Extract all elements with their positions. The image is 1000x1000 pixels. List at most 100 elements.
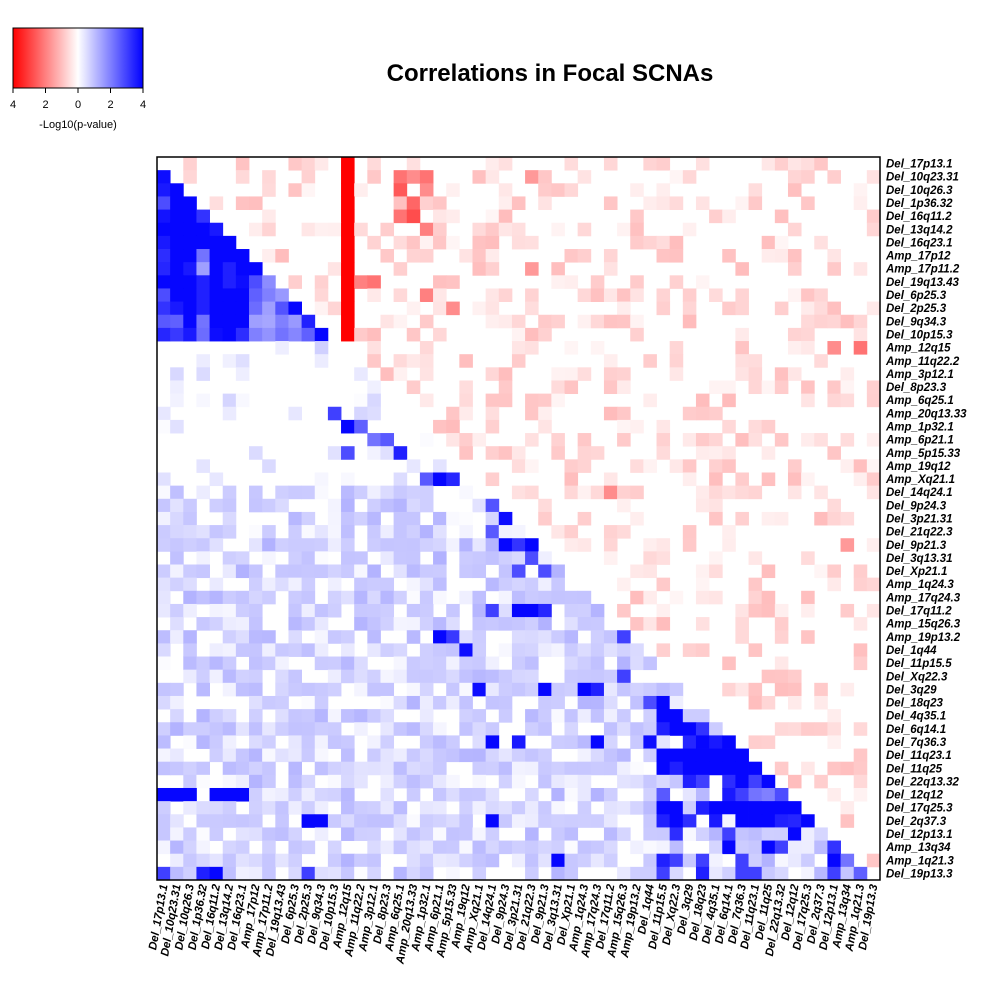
heatmap-cell [709, 406, 723, 421]
heatmap-cell [748, 183, 763, 197]
heatmap-cell [275, 249, 289, 263]
heatmap-cell [354, 406, 368, 421]
row-label: Amp_6p21.1 [885, 435, 954, 447]
heatmap-cell [262, 840, 276, 855]
heatmap-cell [656, 157, 671, 171]
heatmap-cell [301, 577, 316, 592]
heatmap-cell [327, 866, 342, 881]
heatmap-cell [551, 761, 565, 776]
heatmap-cell [827, 498, 841, 513]
heatmap-cell [551, 367, 565, 381]
heatmap-cell [617, 380, 631, 395]
heatmap-cell [314, 722, 329, 736]
heatmap-cell [787, 722, 802, 736]
heatmap-cell [643, 827, 657, 841]
heatmap-cell [853, 314, 868, 329]
heatmap-cell [327, 262, 342, 276]
heatmap-cell [288, 722, 302, 736]
heatmap-cell [196, 722, 210, 736]
heatmap-cell [235, 814, 250, 828]
heatmap-cell [367, 354, 381, 368]
heatmap-cell [472, 498, 487, 513]
heatmap-cell [814, 682, 828, 697]
heatmap-cell [209, 538, 224, 552]
heatmap-cell [866, 222, 881, 237]
heatmap-cell [380, 643, 395, 657]
heatmap-cell [617, 722, 631, 736]
heatmap-cell [551, 525, 565, 539]
heatmap-cell [419, 472, 434, 487]
heatmap-cell [617, 288, 631, 302]
heatmap-cell [709, 433, 723, 447]
heatmap-cell [656, 774, 671, 789]
heatmap-cell [406, 511, 421, 526]
heatmap-cell [814, 827, 828, 841]
heatmap-cell [669, 196, 684, 210]
heatmap-cell [525, 682, 539, 697]
heatmap-cell [551, 709, 565, 723]
heatmap-cell [341, 774, 355, 789]
heatmap-cell [538, 761, 552, 776]
heatmap-cell [511, 853, 526, 868]
heatmap-cell [538, 419, 552, 434]
heatmap-cell [354, 761, 368, 776]
heatmap-cell [590, 814, 605, 828]
heatmap-cell [380, 314, 395, 329]
heatmap-cell [498, 314, 513, 329]
heatmap-cell [722, 419, 736, 434]
heatmap-cell [433, 472, 447, 487]
heatmap-cell [485, 840, 500, 855]
heatmap-cell [446, 603, 460, 618]
heatmap-cell [538, 564, 552, 579]
heatmap-cell [314, 643, 329, 657]
heatmap-cell [249, 196, 263, 210]
heatmap-cell [354, 853, 368, 868]
heatmap-cell [472, 761, 487, 776]
heatmap-cell [235, 275, 250, 289]
heatmap-cell [249, 709, 263, 723]
heatmap-cell [393, 564, 408, 579]
row-label: Del_8p23.3 [886, 382, 947, 394]
heatmap-cell [774, 682, 789, 697]
row-label: Amp_5p15.33 [885, 448, 961, 460]
heatmap-cell [774, 630, 789, 644]
heatmap-cell [603, 367, 618, 381]
heatmap-cell [525, 853, 539, 868]
heatmap-cell [827, 393, 841, 408]
heatmap-cell [222, 748, 237, 763]
heatmap-cell [341, 814, 355, 828]
heatmap-cell [327, 722, 342, 736]
heatmap-cell [301, 709, 316, 723]
heatmap-cell [866, 577, 881, 592]
heatmap-cell [170, 275, 184, 289]
heatmap-cell [183, 774, 197, 789]
heatmap-cell [801, 630, 815, 644]
heatmap-cell [459, 393, 473, 408]
heatmap-cell [511, 564, 526, 579]
heatmap-cell [433, 511, 447, 526]
heatmap-cell [354, 551, 368, 565]
heatmap-cell [485, 209, 500, 224]
heatmap-cell [603, 643, 618, 657]
heatmap-cell [551, 814, 565, 828]
heatmap-cell [170, 196, 184, 210]
heatmap-cell [485, 498, 500, 513]
heatmap-cell [419, 709, 434, 723]
heatmap-cell [222, 551, 237, 565]
heatmap-cell [262, 209, 276, 224]
heatmap-cell [393, 774, 408, 789]
heatmap-cell [393, 354, 408, 368]
heatmap-cell [564, 814, 579, 828]
heatmap-cell [564, 761, 579, 776]
heatmap-cell [774, 301, 789, 316]
heatmap-cell [183, 669, 197, 684]
heatmap-cell [538, 695, 552, 710]
heatmap-cell [617, 485, 631, 500]
heatmap-cell [459, 590, 473, 605]
heatmap-cell [157, 419, 171, 434]
heatmap-cell [498, 511, 513, 526]
heatmap-cell [380, 498, 395, 513]
heatmap-cell [249, 761, 263, 776]
row-label: Del_9q34.3 [886, 316, 947, 328]
heatmap-cell [341, 656, 355, 671]
